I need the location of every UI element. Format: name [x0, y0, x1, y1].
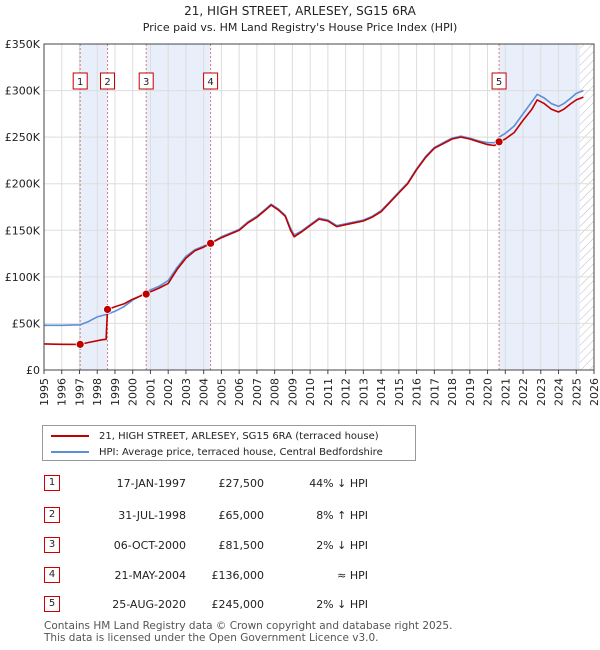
- table-row: 3 06-OCT-2000 £81,500 2% ↓ HPI: [0, 537, 600, 555]
- footer-copyright: Contains HM Land Registry data © Crown c…: [44, 620, 453, 632]
- x-tick-label: 2011: [322, 378, 335, 406]
- x-tick-label: 2012: [340, 378, 353, 406]
- y-tick-label: £100K: [5, 271, 41, 284]
- sale-number-badge: 4: [44, 567, 60, 583]
- x-tick-label: 2016: [411, 378, 424, 406]
- sale-price: £81,500: [218, 539, 265, 552]
- y-tick-label: £300K: [5, 85, 41, 98]
- price-chart: 21, HIGH STREET, ARLESEY, SG15 6RA Price…: [5, 4, 600, 406]
- legend: 21, HIGH STREET, ARLESEY, SG15 6RA (terr…: [42, 425, 416, 461]
- footer: Contains HM Land Registry data © Crown c…: [44, 620, 452, 644]
- legend-item-property: 21, HIGH STREET, ARLESEY, SG15 6RA (terr…: [51, 428, 379, 444]
- sale-point: [494, 137, 504, 147]
- sale-number-badge: 5: [44, 596, 60, 612]
- sale-marker-box: [491, 72, 507, 90]
- x-tick-label: 2009: [286, 378, 299, 406]
- plot-frame: [43, 43, 595, 371]
- x-tick-label: 2010: [304, 378, 317, 406]
- chart-subtitle: Price paid vs. HM Land Registry's House …: [143, 21, 458, 34]
- sale-marker-box: [72, 72, 88, 90]
- x-tick-label: 2007: [251, 378, 264, 406]
- y-tick-label: £0: [26, 364, 40, 377]
- y-tick-label: £350K: [5, 38, 41, 51]
- sale-hpi-compare: 2% ↓ HPI: [316, 598, 368, 611]
- sale-marker-box: [138, 72, 154, 90]
- sale-point: [75, 339, 85, 349]
- sale-date: 21-MAY-2004: [114, 569, 186, 582]
- sale-hpi-compare: 44% ↓ HPI: [309, 477, 368, 490]
- sale-marker-number: 5: [496, 77, 502, 88]
- x-tick-label: 1996: [56, 378, 69, 406]
- sale-number-badge: 2: [44, 507, 60, 523]
- sale-marker-number: 3: [143, 77, 149, 88]
- y-tick-label: £150K: [5, 224, 41, 237]
- x-tick-label: 2024: [553, 378, 566, 406]
- x-tick-label: 2014: [375, 378, 388, 406]
- sale-date: 31-JUL-1998: [118, 509, 186, 522]
- sale-marker-box: [100, 72, 116, 90]
- x-tick-label: 2003: [180, 378, 193, 406]
- x-tick-label: 2021: [499, 378, 512, 406]
- x-tick-label: 2015: [393, 378, 406, 406]
- shaded-period: [146, 44, 211, 370]
- table-row: 4 21-MAY-2004 £136,000 ≈ HPI: [0, 567, 600, 585]
- sale-price: £136,000: [211, 569, 265, 582]
- x-tick-label: 2000: [127, 378, 140, 406]
- y-tick-label: £200K: [5, 178, 41, 191]
- sale-hpi-compare: ≈ HPI: [337, 569, 368, 582]
- sale-date: 25-AUG-2020: [112, 598, 186, 611]
- sale-marker-box: [203, 72, 219, 90]
- footer-licence: This data is licensed under the Open Gov…: [44, 632, 379, 644]
- x-tick-label: 2017: [428, 378, 441, 406]
- sale-point: [141, 289, 151, 299]
- sale-hpi-compare: 8% ↑ HPI: [316, 509, 368, 522]
- sale-price: £65,000: [218, 509, 265, 522]
- x-tick-label: 2013: [357, 378, 370, 406]
- legend-swatch-hpi: [51, 451, 89, 453]
- x-tick-label: 2019: [464, 378, 477, 406]
- x-tick-label: 2025: [570, 378, 583, 406]
- sale-number-badge: 3: [44, 537, 60, 553]
- sale-date: 06-OCT-2000: [113, 539, 186, 552]
- x-tick-label: 1998: [91, 378, 104, 406]
- legend-label-property: 21, HIGH STREET, ARLESEY, SG15 6RA (terr…: [99, 430, 379, 442]
- x-tick-label: 1999: [109, 378, 122, 406]
- sale-marker-number: 4: [207, 77, 213, 88]
- x-tick-label: 2008: [269, 378, 282, 406]
- table-row: 2 31-JUL-1998 £65,000 8% ↑ HPI: [0, 507, 600, 525]
- x-tick-label: 2022: [517, 378, 530, 406]
- sale-date: 17-JAN-1997: [116, 477, 186, 490]
- table-row: 1 17-JAN-1997 £27,500 44% ↓ HPI: [0, 475, 600, 493]
- legend-label-hpi: HPI: Average price, terraced house, Cent…: [99, 446, 383, 458]
- sale-hpi-compare: 2% ↓ HPI: [316, 539, 368, 552]
- shaded-period: [80, 44, 108, 370]
- sale-marker-number: 2: [104, 77, 110, 88]
- table-row: 5 25-AUG-2020 £245,000 2% ↓ HPI: [0, 596, 600, 614]
- future-hatch: [579, 44, 594, 370]
- sale-number-badge: 1: [44, 475, 60, 491]
- sale-price: £245,000: [211, 598, 265, 611]
- x-tick-label: 1995: [38, 378, 51, 406]
- legend-swatch-property: [51, 435, 89, 437]
- chart-title: 21, HIGH STREET, ARLESEY, SG15 6RA: [184, 4, 416, 18]
- legend-item-hpi: HPI: Average price, terraced house, Cent…: [51, 444, 383, 460]
- shaded-period: [499, 44, 580, 370]
- x-tick-label: 2023: [535, 378, 548, 406]
- sale-price: £27,500: [218, 477, 265, 490]
- x-tick-label: 2006: [233, 378, 246, 406]
- x-tick-label: 2005: [215, 378, 228, 406]
- x-tick-label: 2018: [446, 378, 459, 406]
- x-tick-label: 2002: [162, 378, 175, 406]
- x-tick-label: 2004: [198, 378, 211, 406]
- x-tick-label: 1997: [73, 378, 86, 406]
- x-tick-label: 2001: [144, 378, 157, 406]
- y-tick-label: £50K: [12, 317, 41, 330]
- y-tick-label: £250K: [5, 131, 41, 144]
- series-line: [44, 89, 584, 327]
- x-tick-label: 2020: [482, 378, 495, 406]
- sale-point: [103, 305, 112, 314]
- sale-point: [206, 238, 215, 248]
- sale-marker-number: 1: [77, 77, 83, 88]
- x-tick-label: 2026: [588, 378, 600, 406]
